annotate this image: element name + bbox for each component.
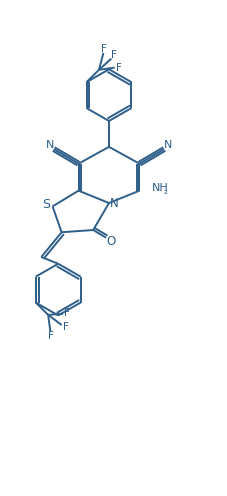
Text: NH: NH: [152, 184, 169, 193]
Text: F: F: [63, 322, 69, 332]
Text: F: F: [64, 308, 70, 318]
Text: F: F: [101, 44, 106, 54]
Text: F: F: [48, 330, 54, 341]
Text: O: O: [106, 235, 115, 248]
Text: S: S: [42, 198, 50, 211]
Text: F: F: [116, 62, 122, 72]
Text: N: N: [164, 140, 173, 150]
Text: N: N: [45, 140, 54, 150]
Text: F: F: [111, 50, 116, 60]
Text: N: N: [110, 196, 118, 209]
Text: ₂: ₂: [164, 186, 168, 195]
